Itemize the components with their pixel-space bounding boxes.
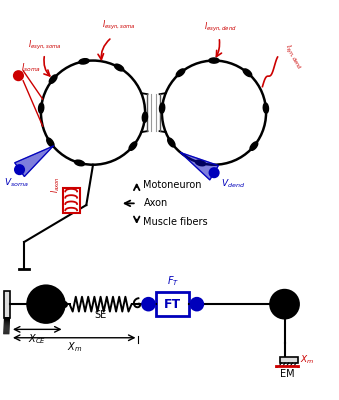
Text: Muscle fibers: Muscle fibers [143, 217, 208, 227]
Text: $I_{axon}$: $I_{axon}$ [50, 176, 62, 193]
Text: FT: FT [164, 298, 181, 311]
Text: $I_{soma}$: $I_{soma}$ [21, 61, 41, 74]
Ellipse shape [39, 103, 44, 113]
Bar [156, 292, 190, 316]
Bar [280, 357, 298, 363]
Bar [63, 188, 80, 214]
Text: $V_{dend}$: $V_{dend}$ [221, 178, 245, 190]
Circle shape [282, 302, 286, 306]
Circle shape [15, 165, 24, 174]
Text: $I_{esyn,soma}$: $I_{esyn,soma}$ [28, 38, 62, 52]
Ellipse shape [129, 142, 137, 150]
Text: Axon: Axon [143, 198, 168, 208]
Ellipse shape [243, 69, 252, 76]
Text: Motoneuron: Motoneuron [143, 180, 202, 190]
Text: $X_m$: $X_m$ [66, 340, 82, 354]
Circle shape [271, 290, 299, 318]
Ellipse shape [263, 103, 268, 113]
Text: SE: SE [95, 310, 107, 320]
Circle shape [210, 168, 219, 177]
Ellipse shape [47, 138, 54, 147]
Circle shape [142, 298, 155, 310]
Ellipse shape [176, 69, 185, 76]
Circle shape [191, 298, 203, 310]
Text: $V_{soma}$: $V_{soma}$ [4, 176, 28, 189]
Circle shape [27, 286, 64, 323]
Text: $I_{syn,dend}$: $I_{syn,dend}$ [281, 42, 305, 72]
Ellipse shape [75, 160, 84, 166]
Bar [275, 386, 300, 392]
Polygon shape [15, 146, 53, 176]
Ellipse shape [209, 58, 219, 63]
Ellipse shape [115, 64, 124, 71]
Text: $I_{esyn,soma}$: $I_{esyn,soma}$ [102, 19, 136, 32]
Bar [276, 366, 298, 382]
Ellipse shape [250, 142, 258, 150]
Text: EM: EM [280, 369, 294, 379]
Polygon shape [180, 152, 218, 180]
Ellipse shape [142, 112, 147, 122]
Text: $I_{esyn,dend}$: $I_{esyn,dend}$ [204, 20, 237, 34]
Text: CE: CE [40, 299, 53, 309]
Ellipse shape [196, 160, 205, 166]
Ellipse shape [49, 75, 57, 83]
Ellipse shape [79, 59, 89, 64]
Text: $X_m$: $X_m$ [300, 354, 314, 366]
Ellipse shape [160, 103, 165, 113]
Bar [4, 291, 10, 318]
Text: $X_{CE}$: $X_{CE}$ [28, 332, 46, 346]
Circle shape [14, 71, 23, 80]
Ellipse shape [168, 138, 175, 147]
Text: $F_T$: $F_T$ [166, 274, 179, 288]
